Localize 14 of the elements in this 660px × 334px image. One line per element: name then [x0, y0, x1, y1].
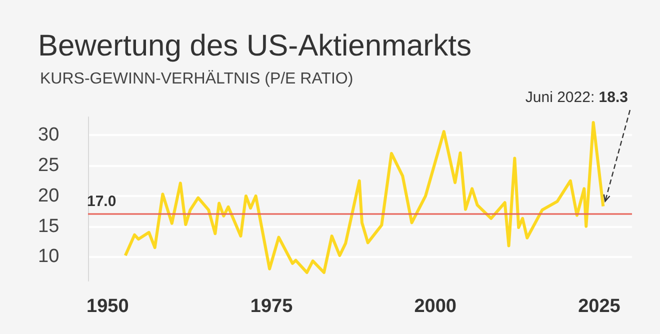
- chart-title: Bewertung des US-Aktienmarkts: [38, 30, 472, 62]
- y-tick-label: 30: [38, 124, 60, 146]
- x-tick-label: 1950: [86, 296, 129, 317]
- line-series: [124, 120, 605, 274]
- x-tick-label: 1975: [250, 296, 294, 317]
- x-tick-label: 2000: [414, 296, 457, 317]
- y-tick-label: 10: [38, 246, 60, 268]
- chart-subtitle: KURS-GEWINN-VERHÄLTNIS (P/E RATIO): [40, 70, 354, 88]
- ref-line-label: 17.0: [87, 193, 116, 210]
- x-tick-label: 2025: [578, 296, 621, 317]
- y-tick-label: 15: [38, 216, 60, 237]
- annotation: Juni 2022: 18.3: [525, 89, 628, 106]
- y-tick-label: 20: [38, 185, 60, 206]
- y-tick-label: 25: [38, 155, 60, 176]
